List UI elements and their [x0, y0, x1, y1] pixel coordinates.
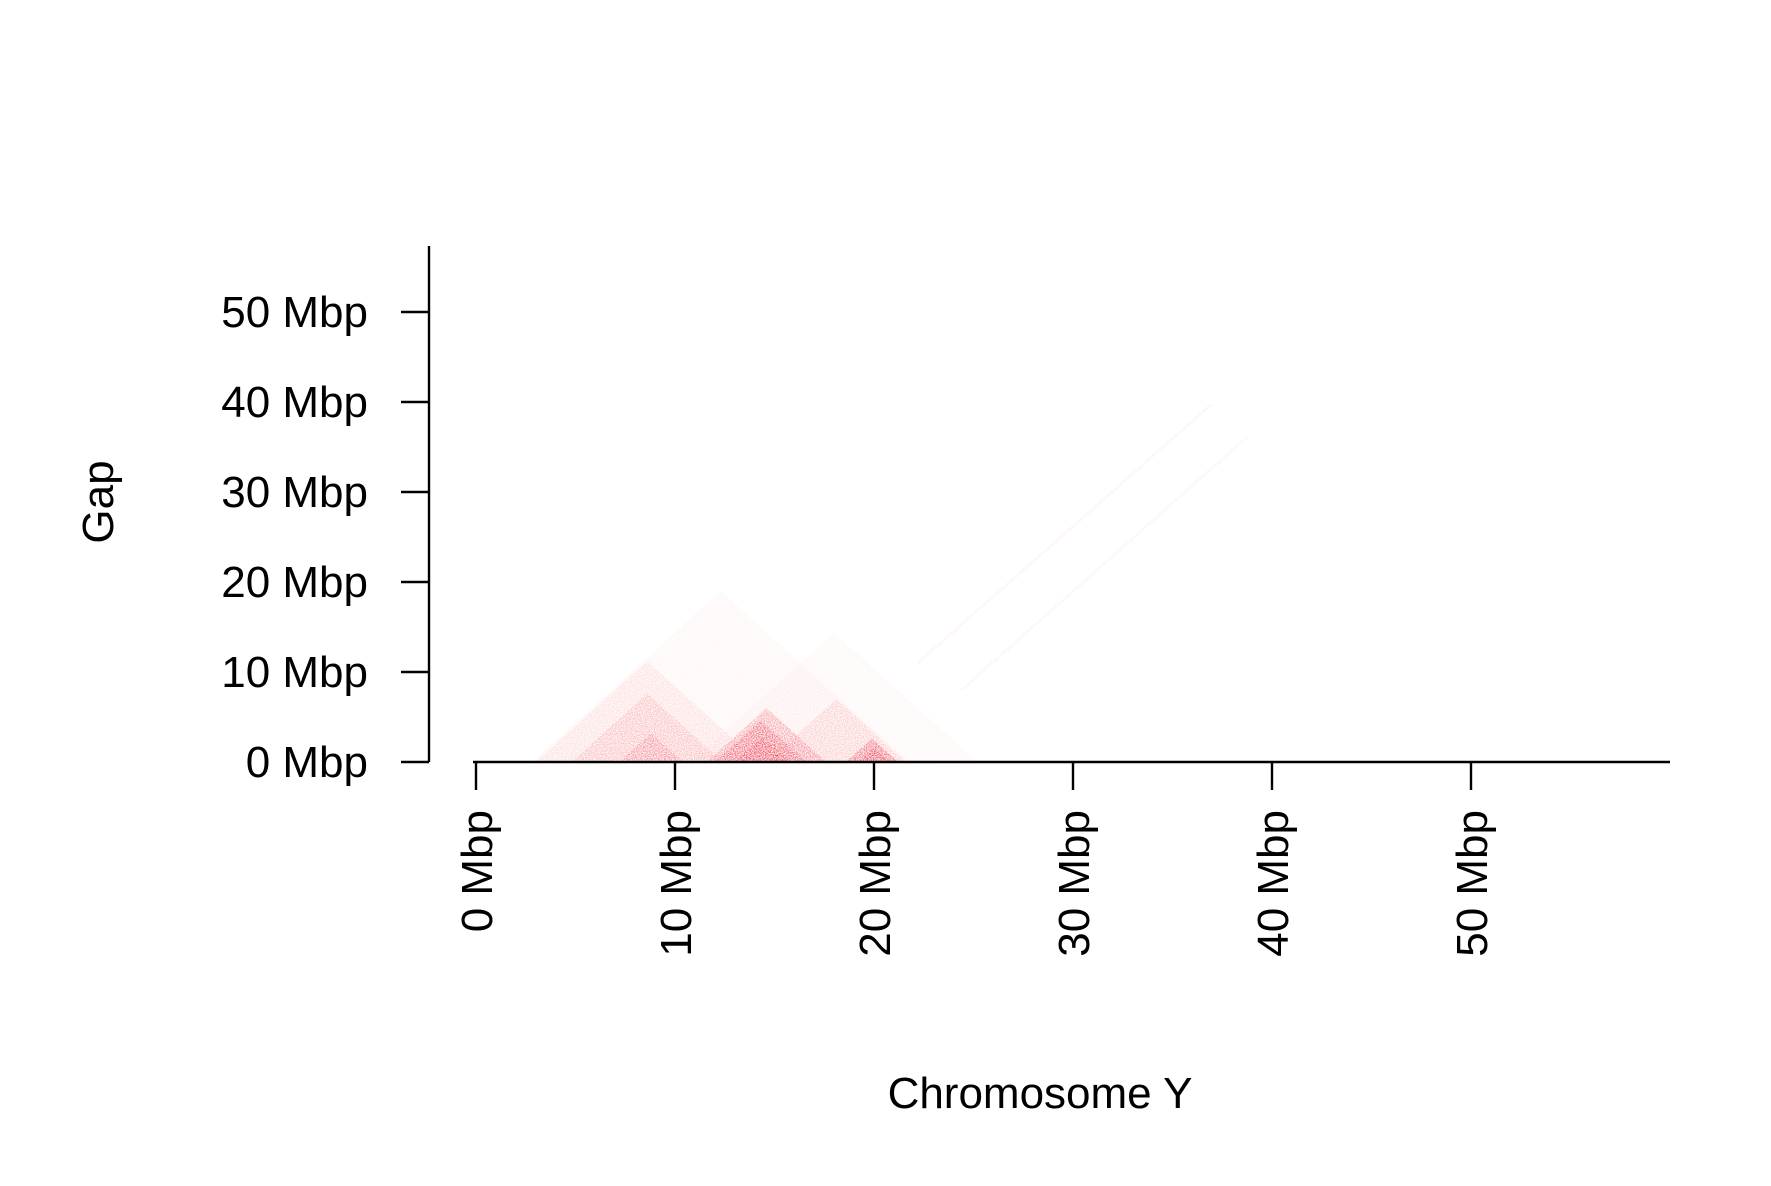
x-axis-label: Chromosome Y: [888, 1069, 1193, 1118]
heatmap-region: [619, 733, 683, 762]
x-tick-label: 30 Mbp: [1050, 810, 1099, 957]
y-tick-label: 30 Mbp: [221, 468, 368, 517]
x-tick-label: 0 Mbp: [453, 810, 502, 932]
y-tick-label: 40 Mbp: [221, 378, 368, 427]
x-tick-label: 10 Mbp: [652, 810, 701, 957]
heatmap-region: [571, 693, 723, 762]
x-tick-label: 40 Mbp: [1249, 810, 1298, 957]
y-tick-label: 0 Mbp: [246, 738, 368, 787]
heatmap-streak: [916, 402, 1214, 665]
x-tick-label: 20 Mbp: [851, 810, 900, 957]
y-axis-label: Gap: [74, 460, 123, 543]
heatmap-layer: [531, 402, 1250, 762]
heatmap-region: [690, 632, 978, 762]
y-tick-label: 50 Mbp: [221, 288, 368, 337]
y-tick-label: 20 Mbp: [221, 558, 368, 607]
y-tick-label: 10 Mbp: [221, 648, 368, 697]
x-tick-label: 50 Mbp: [1448, 810, 1497, 957]
axes: 0 Mbp 10 Mbp 20 Mbp 30 Mbp 40 Mbp 50 Mbp 0 Mbp…: [221, 246, 1670, 957]
heatmap-streak: [960, 435, 1250, 692]
